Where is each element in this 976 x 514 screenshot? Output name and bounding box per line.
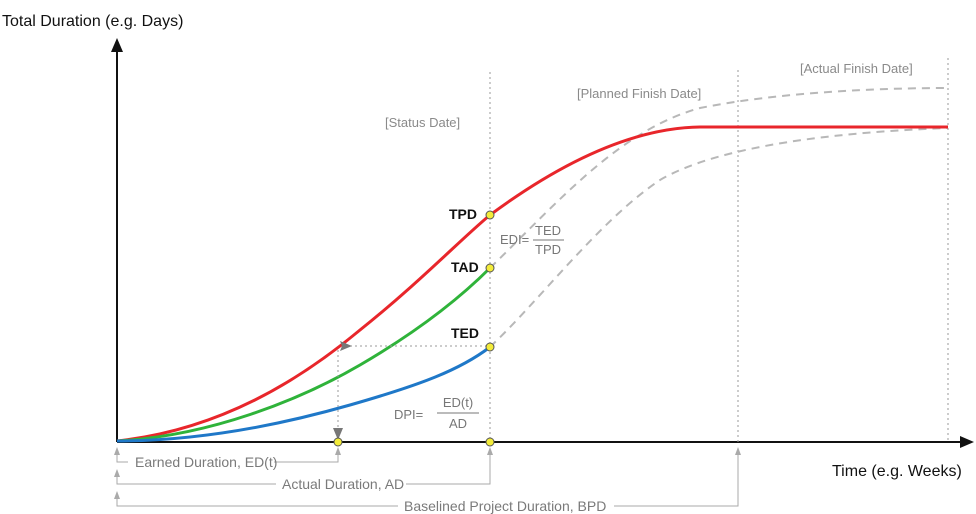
- earned-duration-bracket-arrow-right: [335, 447, 341, 455]
- tad-label: TAD: [451, 259, 479, 275]
- status-date-marker: [485, 437, 495, 447]
- ted-marker: [485, 342, 495, 352]
- planned-duration-curve: [116, 125, 948, 443]
- forecast-actual-curve: [489, 87, 949, 269]
- dpi-formula-numerator: ED(t): [443, 395, 473, 410]
- y-axis-title: Total Duration (e.g. Days): [2, 13, 183, 30]
- edi-formula-prefix: EDI=: [500, 232, 529, 247]
- tpd-label: TPD: [449, 206, 477, 222]
- actual-duration-label: Actual Duration, AD: [282, 476, 404, 492]
- planned-finish-label: [Planned Finish Date]: [577, 86, 701, 101]
- edi-formula-denominator: TPD: [535, 242, 561, 257]
- earned-duration-curve: [116, 345, 491, 443]
- actual-finish-label: [Actual Finish Date]: [800, 61, 913, 76]
- earned-duration-label: Earned Duration, ED(t): [135, 454, 277, 470]
- actual-duration-curve: [116, 266, 492, 443]
- earned-time-drop-arrow: [333, 428, 343, 440]
- ted-label: TED: [451, 325, 479, 341]
- actual-duration-bracket-arrow-right: [487, 447, 493, 455]
- x-axis-title: Time (e.g. Weeks): [832, 463, 962, 480]
- tad-marker: [485, 263, 495, 273]
- ted-projection-arrow: [340, 341, 352, 351]
- baselined-duration-bracket-arrow-right: [735, 447, 741, 455]
- status-date-label: [Status Date]: [385, 115, 460, 130]
- earned-time-marker: [333, 437, 343, 447]
- baselined-duration-bracket-arrow-left: [114, 491, 120, 499]
- dpi-formula-prefix: DPI=: [394, 407, 423, 422]
- actual-duration-bracket-arrow-left: [114, 469, 120, 477]
- earned-duration-bracket-arrow-left: [114, 447, 120, 455]
- x-axis-arrow: [960, 436, 974, 448]
- baselined-duration-label: Baselined Project Duration, BPD: [404, 498, 606, 514]
- edi-formula-numerator: TED: [535, 223, 561, 238]
- dpi-formula-denominator: AD: [449, 416, 467, 431]
- tpd-marker: [485, 210, 495, 220]
- y-axis-arrow: [111, 38, 123, 52]
- forecast-earned-curve: [489, 127, 949, 348]
